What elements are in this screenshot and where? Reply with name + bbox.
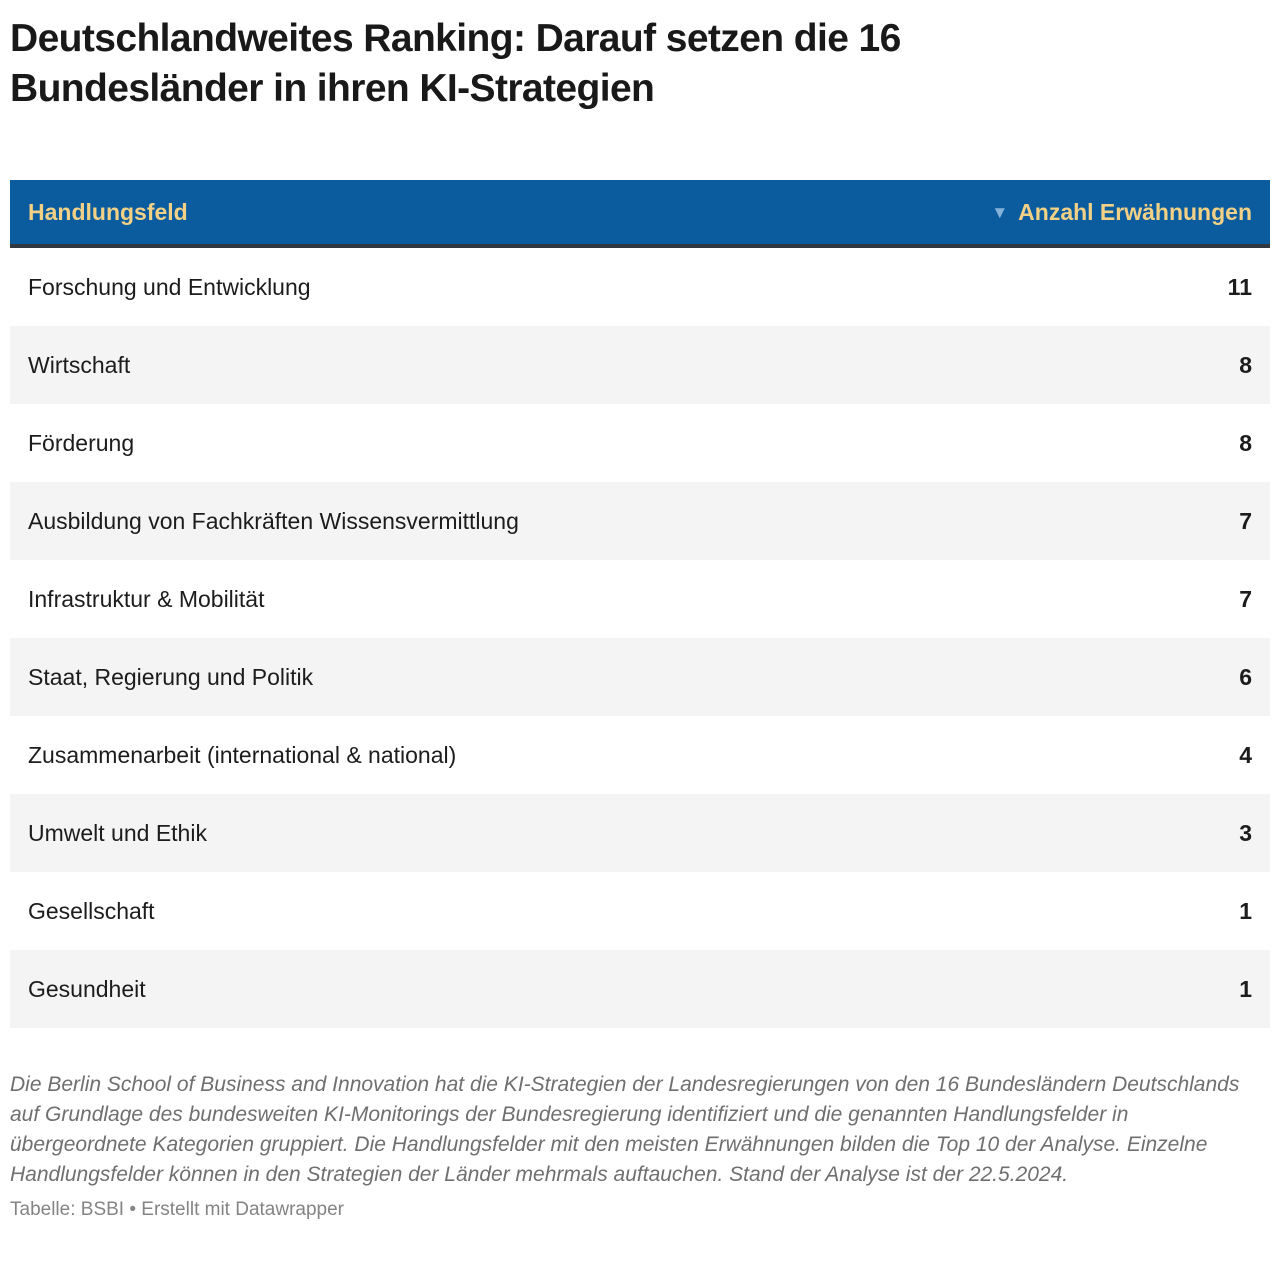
row-label: Wirtschaft [28, 351, 131, 378]
table-byline: Tabelle: BSBI • Erstellt mit Datawrapper [10, 1199, 345, 1220]
table-row: Gesellschaft 1 [10, 872, 1270, 950]
page-container: Deutschlandweites Ranking: Darauf setzen… [10, 17, 1270, 1220]
row-label: Infrastruktur & Mobilität [28, 585, 265, 612]
row-label: Staat, Regierung und Politik [28, 663, 314, 690]
column-header-anzahl[interactable]: Anzahl Erwähnungen [1018, 198, 1252, 225]
table-row: Infrastruktur & Mobilität 7 [10, 560, 1270, 638]
row-label: Gesundheit [28, 975, 146, 1002]
row-value: 3 [1239, 819, 1252, 846]
row-label: Förderung [28, 429, 135, 456]
row-value: 4 [1239, 741, 1252, 768]
row-label: Ausbildung von Fachkräften Wissensvermit… [28, 507, 519, 534]
table-row: Förderung 8 [10, 404, 1270, 482]
row-value: 1 [1239, 975, 1252, 1002]
table-row: Umwelt und Ethik 3 [10, 794, 1270, 872]
row-label: Forschung und Entwicklung [28, 273, 311, 300]
row-label: Umwelt und Ethik [28, 819, 207, 846]
column-header-handlungsfeld[interactable]: Handlungsfeld [28, 198, 188, 225]
table-row: Forschung und Entwicklung 11 [10, 248, 1270, 326]
row-value: 11 [1227, 273, 1252, 300]
page-title: Deutschlandweites Ranking: Darauf setzen… [10, 17, 901, 110]
table-body: Forschung und Entwicklung 11 Wirtschaft … [10, 248, 1270, 1028]
table-header-row: Handlungsfeld ▼ Anzahl Erwähnungen [10, 180, 1270, 248]
row-value: 8 [1239, 429, 1252, 456]
row-value: 8 [1239, 351, 1252, 378]
row-value: 7 [1239, 585, 1252, 612]
row-value: 1 [1239, 897, 1252, 924]
table-row: Wirtschaft 8 [10, 326, 1270, 404]
table-row: Zusammenarbeit (international & national… [10, 716, 1270, 794]
row-value: 6 [1239, 663, 1252, 690]
table-row: Staat, Regierung und Politik 6 [10, 638, 1270, 716]
table-notes: Die Berlin School of Business and Innova… [10, 1073, 1240, 1186]
row-label: Gesellschaft [28, 897, 155, 924]
row-value: 7 [1239, 507, 1252, 534]
ranking-table: Handlungsfeld ▼ Anzahl Erwähnungen Forsc… [10, 180, 1270, 1028]
table-row: Ausbildung von Fachkräften Wissensvermit… [10, 482, 1270, 560]
table-row: Gesundheit 1 [10, 950, 1270, 1028]
column-header-anzahl-wrap[interactable]: ▼ Anzahl Erwähnungen [991, 199, 1252, 226]
sort-descending-icon[interactable]: ▼ [991, 203, 1009, 222]
row-label: Zusammenarbeit (international & national… [28, 741, 457, 768]
